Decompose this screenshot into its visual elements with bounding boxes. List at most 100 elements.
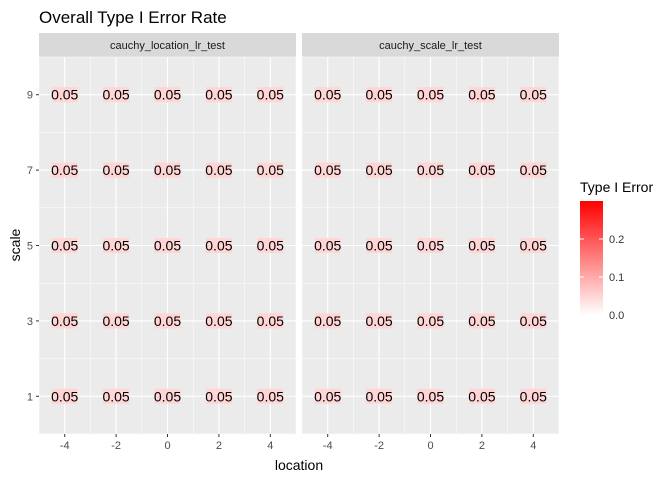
cell-label: 0.05 [51, 87, 78, 103]
heatmap-tile [314, 87, 341, 103]
cell-label: 0.05 [102, 313, 129, 329]
heatmap-tile [468, 388, 495, 404]
heatmap-tile [417, 162, 444, 178]
cell-label: 0.05 [417, 388, 444, 404]
heatmap-tile [520, 87, 547, 103]
heatmap-tile [314, 162, 341, 178]
cell-label: 0.05 [520, 313, 547, 329]
heatmap-tile [257, 388, 284, 404]
heatmap-tile [314, 313, 341, 329]
x-tick-label: 4 [267, 440, 273, 452]
cell-label: 0.05 [365, 313, 392, 329]
x-tick-label: -4 [323, 440, 333, 452]
cell-label: 0.05 [51, 162, 78, 178]
cell-label: 0.05 [314, 87, 341, 103]
x-tick-label: -2 [374, 440, 384, 452]
heatmap-tile [51, 238, 78, 253]
cell-label: 0.05 [205, 313, 232, 329]
cell-label: 0.05 [365, 162, 392, 178]
cell-label: 0.05 [205, 238, 232, 254]
cell-label: 0.05 [205, 87, 232, 103]
facet-strip [39, 33, 296, 57]
x-tick-label: -4 [60, 440, 70, 452]
heatmap-tile [366, 238, 393, 253]
heatmap-tile [103, 388, 130, 404]
heatmap-tile [417, 87, 444, 103]
cell-label: 0.05 [314, 388, 341, 404]
x-tick-label: 0 [164, 440, 170, 452]
heatmap-tile [103, 162, 130, 178]
facet-strip [302, 33, 559, 57]
heatmap-tile [103, 313, 130, 329]
cell-label: 0.05 [365, 87, 392, 103]
cell-label: 0.05 [154, 388, 181, 404]
heatmap-tile [468, 238, 495, 253]
heatmap-tile [366, 388, 393, 404]
x-tick-label: 2 [216, 440, 222, 452]
x-tick-label: 0 [427, 440, 433, 452]
heatmap-tile [417, 238, 444, 253]
x-tick-label: 2 [479, 440, 485, 452]
heatmap-tile [366, 87, 393, 103]
cell-label: 0.05 [154, 238, 181, 254]
cell-label: 0.05 [51, 313, 78, 329]
heatmap-tile [366, 313, 393, 329]
legend-tick-label: 0.1 [609, 272, 624, 284]
heatmap-tile [366, 162, 393, 178]
cell-label: 0.05 [417, 87, 444, 103]
heatmap-tile [468, 87, 495, 103]
y-tick-label: 9 [27, 90, 33, 102]
cell-label: 0.05 [154, 87, 181, 103]
cell-label: 0.05 [314, 238, 341, 254]
facet-label: cauchy_location_lr_test [110, 40, 225, 52]
cell-label: 0.05 [314, 162, 341, 178]
cell-label: 0.05 [468, 388, 495, 404]
heatmap-tile [314, 388, 341, 404]
heatmap-tile [520, 388, 547, 404]
cell-label: 0.05 [468, 238, 495, 254]
cell-label: 0.05 [468, 87, 495, 103]
x-tick-label: 4 [530, 440, 536, 452]
y-tick-label: 7 [27, 165, 33, 177]
heatmap-tile [257, 87, 284, 103]
legend-colorbar [580, 201, 603, 315]
heatmap-tile [257, 238, 284, 253]
heatmap-tile [205, 162, 232, 178]
heatmap-tile [520, 313, 547, 329]
heatmap-tile [205, 313, 232, 329]
cell-label: 0.05 [257, 388, 284, 404]
cell-label: 0.05 [468, 313, 495, 329]
cell-label: 0.05 [51, 388, 78, 404]
legend-tick-label: 0.0 [609, 310, 624, 322]
heatmap-tile [154, 162, 181, 178]
cell-label: 0.05 [154, 313, 181, 329]
facet-label: cauchy_scale_lr_test [379, 40, 482, 52]
x-tick-label: -2 [111, 440, 121, 452]
x-axis-title: location [275, 457, 323, 473]
chart-title: Overall Type I Error Rate [39, 8, 227, 27]
cell-label: 0.05 [314, 313, 341, 329]
cell-label: 0.05 [257, 162, 284, 178]
y-tick-label: 3 [27, 316, 33, 328]
heatmap-tile [417, 388, 444, 404]
cell-label: 0.05 [102, 388, 129, 404]
cell-label: 0.05 [520, 238, 547, 254]
heatmap-tile [520, 238, 547, 253]
heatmap-tile [51, 388, 78, 404]
cell-label: 0.05 [51, 238, 78, 254]
cell-label: 0.05 [257, 313, 284, 329]
heatmap-tile [257, 313, 284, 329]
y-tick-label: 1 [27, 391, 33, 403]
heatmap-tile [51, 313, 78, 329]
cell-label: 0.05 [468, 162, 495, 178]
cell-label: 0.05 [417, 313, 444, 329]
cell-label: 0.05 [205, 388, 232, 404]
heatmap-tile [468, 162, 495, 178]
heatmap-tile [154, 313, 181, 329]
cell-label: 0.05 [417, 162, 444, 178]
cell-label: 0.05 [520, 162, 547, 178]
cell-label: 0.05 [365, 238, 392, 254]
heatmap-tile [417, 313, 444, 329]
heatmap-tile [103, 238, 130, 253]
